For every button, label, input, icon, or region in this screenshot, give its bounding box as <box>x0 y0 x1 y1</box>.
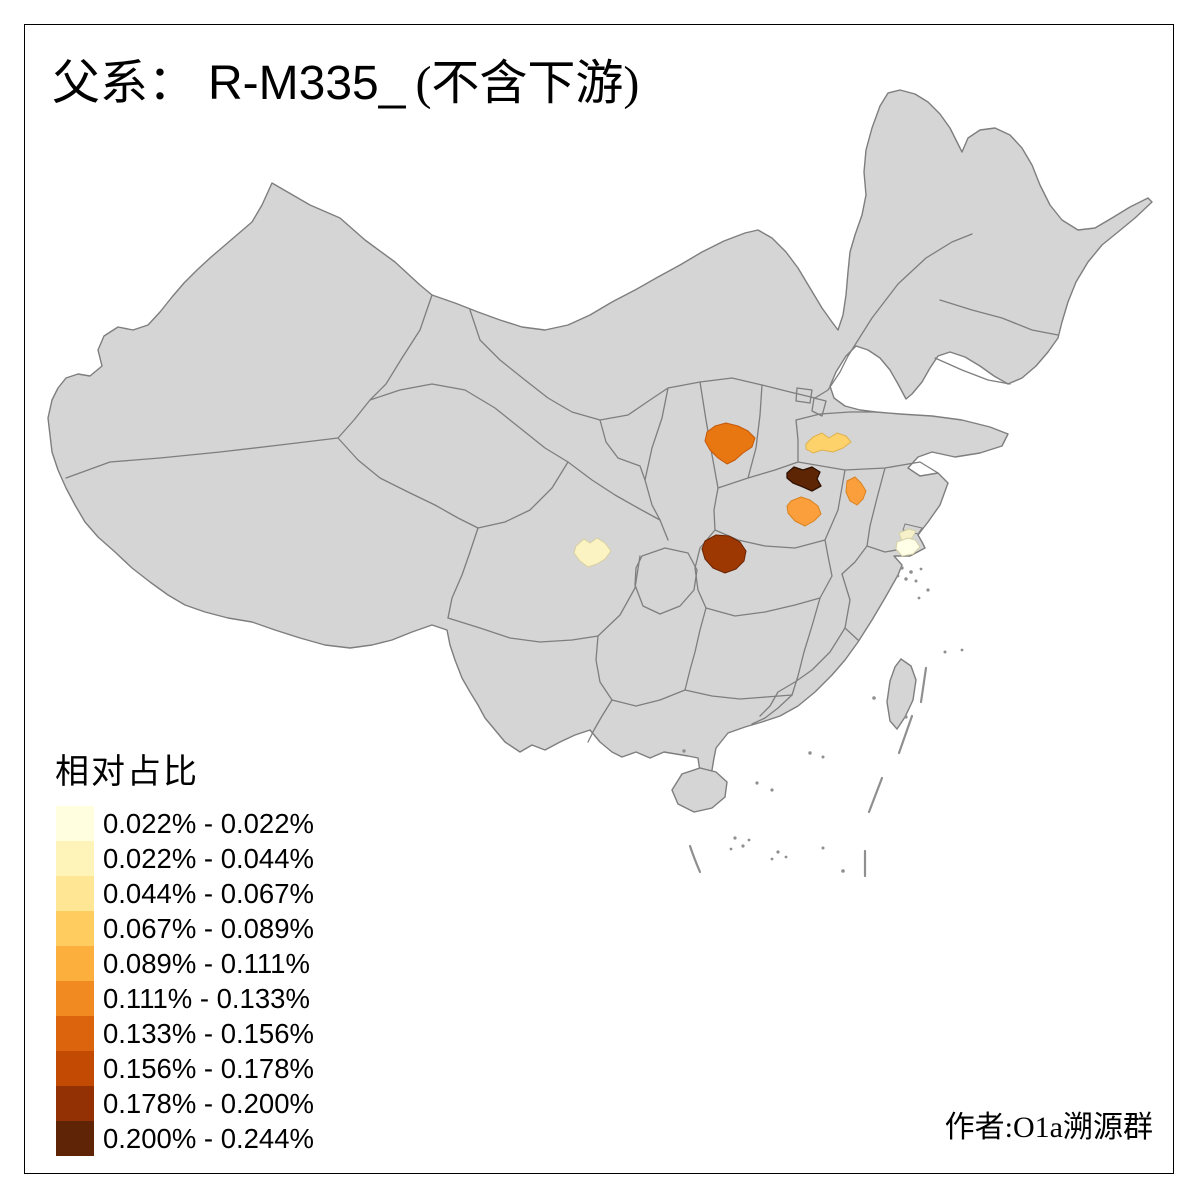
legend-label: 0.022% - 0.022% <box>103 808 314 839</box>
title-haplogroup: R-M335_ <box>208 57 406 110</box>
legend-row: 0.156% - 0.178% <box>56 1051 314 1086</box>
legend-swatch <box>56 876 94 911</box>
region-shanghai <box>895 537 921 557</box>
legend-row: 0.200% - 0.244% <box>56 1121 314 1156</box>
legend-row: 0.178% - 0.200% <box>56 1086 314 1121</box>
region-anhui-north <box>845 476 867 506</box>
legend-label: 0.111% - 0.133% <box>103 983 310 1014</box>
region-jiangsu-south-sliver <box>898 528 917 542</box>
attribution-text: 作者:O1a溯源群 <box>944 1111 1153 1144</box>
legend-swatch <box>56 911 94 946</box>
mainland-outline <box>47 89 1153 785</box>
province-borders <box>65 233 1059 743</box>
legend-row: 0.089% - 0.111% <box>56 946 314 981</box>
legend-swatch <box>56 1051 94 1086</box>
page-title: 父系： R-M335_ (不含下游) <box>52 56 639 111</box>
region-henan-central <box>786 496 822 527</box>
region-henan-north <box>786 466 822 492</box>
legend-entries: 0.022% - 0.022% 0.022% - 0.044% 0.044% - 0… <box>56 806 314 1156</box>
taiwan-island <box>886 658 917 731</box>
sea-islands <box>682 566 964 873</box>
legend-row: 0.022% - 0.022% <box>56 806 314 841</box>
region-shandong-west <box>805 432 852 454</box>
hainan-island <box>671 767 728 813</box>
legend-swatch <box>56 981 94 1016</box>
legend-label: 0.200% - 0.244% <box>103 1123 314 1154</box>
legend-label: 0.067% - 0.089% <box>103 913 314 944</box>
legend-swatch <box>56 1016 94 1051</box>
legend-row: 0.111% - 0.133% <box>56 981 314 1016</box>
region-chengdu-sichuan <box>573 537 612 568</box>
legend-label: 0.156% - 0.178% <box>103 1053 314 1084</box>
legend-row: 0.067% - 0.089% <box>56 911 314 946</box>
title-suffix: (不含下游) <box>415 57 640 110</box>
legend-title: 相对占比 <box>55 754 199 791</box>
legend-label: 0.133% - 0.156% <box>103 1018 314 1049</box>
legend-row: 0.022% - 0.044% <box>56 841 314 876</box>
region-shanxi-southwest <box>704 422 756 465</box>
choropleth-regions <box>573 422 921 574</box>
legend-swatch <box>56 1086 94 1121</box>
legend-label: 0.022% - 0.044% <box>103 843 314 874</box>
legend-label: 0.089% - 0.111% <box>103 948 310 979</box>
legend-label: 0.178% - 0.200% <box>103 1088 314 1119</box>
legend-swatch <box>56 1121 94 1156</box>
sea-dash-segments <box>688 666 928 878</box>
legend-swatch <box>56 841 94 876</box>
title-prefix: 父系： <box>52 57 197 110</box>
legend-swatch <box>56 946 94 981</box>
legend-row: 0.044% - 0.067% <box>56 876 314 911</box>
legend-row: 0.133% - 0.156% <box>56 1016 314 1051</box>
chongming-islet <box>902 523 923 535</box>
region-hubei-northwest <box>701 534 747 574</box>
legend-label: 0.044% - 0.067% <box>103 878 314 909</box>
legend-swatch <box>56 806 94 841</box>
